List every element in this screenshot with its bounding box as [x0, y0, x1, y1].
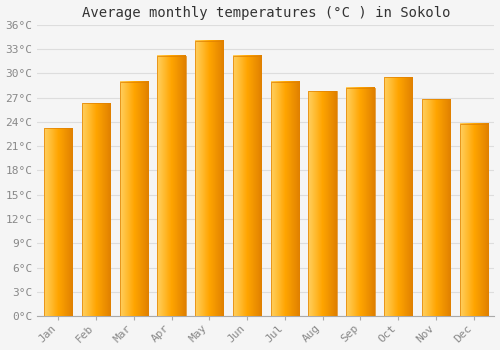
- Bar: [82, 103, 110, 316]
- Bar: [158, 56, 186, 316]
- Title: Average monthly temperatures (°C ) in Sokolo: Average monthly temperatures (°C ) in So…: [82, 6, 450, 20]
- Bar: [120, 82, 148, 316]
- Bar: [384, 77, 412, 316]
- Bar: [270, 82, 299, 316]
- Bar: [422, 99, 450, 316]
- Bar: [460, 124, 488, 316]
- Bar: [346, 88, 374, 316]
- Bar: [233, 56, 261, 316]
- Bar: [308, 91, 337, 316]
- Bar: [44, 128, 72, 316]
- Bar: [195, 41, 224, 316]
